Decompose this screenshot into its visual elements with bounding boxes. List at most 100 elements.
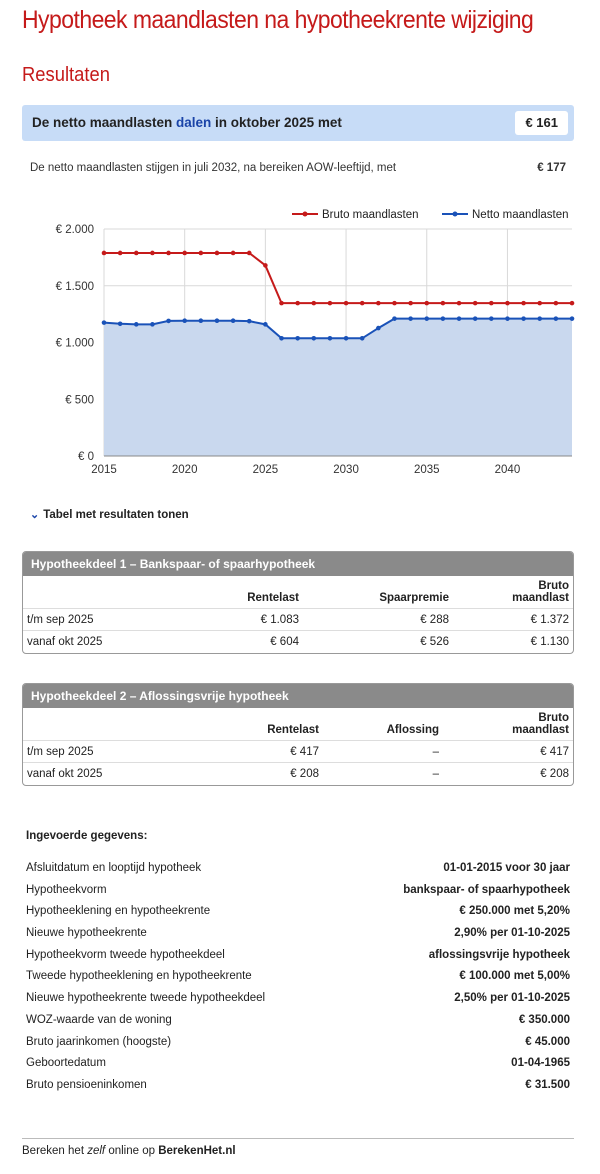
data-point xyxy=(408,316,413,321)
input-summary: Ingevoerde gegevens: Afsluitdatum en loo… xyxy=(22,830,574,1101)
table1-header: Hypotheekdeel 1 – Bankspaar- of spaarhyp… xyxy=(23,552,573,576)
data-point xyxy=(198,250,204,256)
input-row: Nieuwe hypotheekrente tweede hypotheekde… xyxy=(22,992,574,1014)
data-point xyxy=(246,318,252,324)
page-title: Hypotheek maandlasten na hypotheekrente … xyxy=(22,6,534,34)
chevron-down-icon: ⌄ xyxy=(30,509,40,521)
legend-label: Bruto maandlasten xyxy=(322,209,419,221)
y-tick-label: € 2.000 xyxy=(56,224,94,236)
data-point xyxy=(182,250,187,256)
input-row: Nieuwe hypotheekrente 2,90% per 01-10-202… xyxy=(22,927,574,949)
data-point xyxy=(376,325,381,331)
input-label: WOZ-waarde van de woning xyxy=(26,1013,172,1026)
data-point xyxy=(230,250,236,256)
x-tick-label: 2025 xyxy=(253,464,279,476)
data-point xyxy=(472,316,478,321)
data-point xyxy=(101,320,107,325)
data-point xyxy=(214,250,220,256)
data-point xyxy=(392,316,397,321)
input-value: € 31.500 xyxy=(525,1078,570,1091)
table-hypotheekdeel-1: Hypotheekdeel 1 – Bankspaar- of spaarhyp… xyxy=(22,551,574,654)
aow-value: € 177 xyxy=(537,162,566,174)
data-point xyxy=(327,336,333,341)
table2-col-2: Aflossing xyxy=(386,724,439,736)
input-label: Bruto jaarinkomen (hoogste) xyxy=(26,1035,172,1048)
input-label: Nieuwe hypotheekrente tweede hypotheekde… xyxy=(26,992,266,1005)
data-point xyxy=(150,250,155,256)
input-row: Afsluitdatum en looptijd hypotheek 01-01-… xyxy=(22,862,574,884)
x-tick-label: 2020 xyxy=(172,464,198,476)
table2-col-3: Bruto maandlast xyxy=(512,712,569,736)
chart-svg: € 0 € 500 € 1.000 € 1.500 € 2.000 2015 2020 202… xyxy=(56,209,575,476)
input-summary-heading: Ingevoerde gegevens: xyxy=(26,830,148,842)
data-point xyxy=(327,300,333,306)
input-row: Hypotheekvorm bankspaar- of spaarhypothee… xyxy=(22,884,574,906)
table2-header: Hypotheekdeel 2 – Aflossingsvrije hypoth… xyxy=(23,684,573,708)
table-hypotheekdeel-2: Hypotheekdeel 2 – Aflossingsvrije hypoth… xyxy=(22,683,574,786)
input-label: Tweede hypotheeklening en hypotheekrente xyxy=(26,970,252,983)
data-point xyxy=(182,318,187,324)
brand-link[interactable]: BerekenHet.nl xyxy=(158,1145,236,1157)
input-row: Bruto jaarinkomen (hoogste) € 45.000 xyxy=(22,1036,574,1058)
input-label: Nieuwe hypotheekrente xyxy=(26,927,147,940)
data-point xyxy=(263,263,268,268)
data-point xyxy=(505,316,510,321)
table-row: vanaf okt 2025 € 208 – € 208 xyxy=(23,762,573,785)
input-row: WOZ-waarde van de woning € 350.000 xyxy=(22,1014,574,1036)
table1-col-3: Bruto maandlast xyxy=(512,580,569,604)
data-point xyxy=(408,300,413,306)
data-point xyxy=(150,322,155,327)
data-point xyxy=(214,318,220,324)
data-point xyxy=(440,300,446,306)
input-label: Bruto pensioeninkomen xyxy=(26,1078,147,1091)
series-line xyxy=(104,251,572,305)
results-heading: Resultaten xyxy=(22,64,110,86)
data-point xyxy=(133,322,139,327)
aow-line: De netto maandlasten stijgen in juli 203… xyxy=(30,162,566,174)
data-point xyxy=(230,318,236,324)
banner-value: € 161 xyxy=(515,111,568,135)
data-point xyxy=(359,300,365,306)
data-point xyxy=(295,300,300,306)
data-point xyxy=(117,250,123,256)
input-label: Hypotheekvorm tweede hypotheekdeel xyxy=(26,948,225,961)
input-label: Afsluitdatum en looptijd hypotheek xyxy=(26,862,202,874)
table1-col-1: Rentelast xyxy=(247,592,299,604)
input-row: Geboortedatum 01-04-1965 xyxy=(22,1057,574,1079)
data-point xyxy=(246,250,252,256)
table1-col-2: Spaarpremie xyxy=(379,592,449,604)
x-tick-label: 2030 xyxy=(333,464,359,476)
data-point xyxy=(440,316,446,321)
data-point xyxy=(537,300,543,306)
y-tick-label: € 0 xyxy=(78,451,94,463)
data-point xyxy=(343,300,349,306)
input-row: Bruto pensioeninkomen € 31.500 xyxy=(22,1079,574,1101)
y-tick-label: € 1.500 xyxy=(56,281,94,293)
input-value: 2,50% per 01-10-2025 xyxy=(454,992,570,1005)
toggle-table-button[interactable]: ⌄ Tabel met resultaten tonen xyxy=(30,508,189,521)
maandlasten-chart: € 0 € 500 € 1.000 € 1.500 € 2.000 2015 2020 202… xyxy=(22,200,578,482)
input-row: Hypotheekvorm tweede hypotheekdeel afloss… xyxy=(22,949,574,971)
data-point xyxy=(569,316,575,321)
data-point xyxy=(521,316,526,321)
input-value: € 350.000 xyxy=(518,1013,570,1026)
input-value: aflossingsvrije hypotheek xyxy=(428,948,570,961)
x-tick-label: 2015 xyxy=(91,464,117,476)
legend-label: Netto maandlasten xyxy=(472,209,569,221)
input-value: 2,90% per 01-10-2025 xyxy=(454,927,570,940)
data-point xyxy=(198,318,204,324)
input-value: 01-04-1965 xyxy=(511,1057,570,1070)
banner-highlight: dalen xyxy=(176,115,212,130)
input-value: bankspaar- of spaarhypotheek xyxy=(403,883,570,896)
banner-text: De netto maandlasten dalen in oktober 20… xyxy=(32,115,342,130)
data-point xyxy=(166,250,171,256)
legend-marker xyxy=(302,211,308,217)
data-point xyxy=(101,250,107,256)
data-point xyxy=(279,300,284,306)
table-row: t/m sep 2025 € 1.083 € 288 € 1.372 xyxy=(23,608,573,631)
data-point xyxy=(343,336,349,341)
data-point xyxy=(392,300,397,306)
input-label: Hypotheekvorm xyxy=(26,883,107,896)
data-point xyxy=(521,300,526,306)
